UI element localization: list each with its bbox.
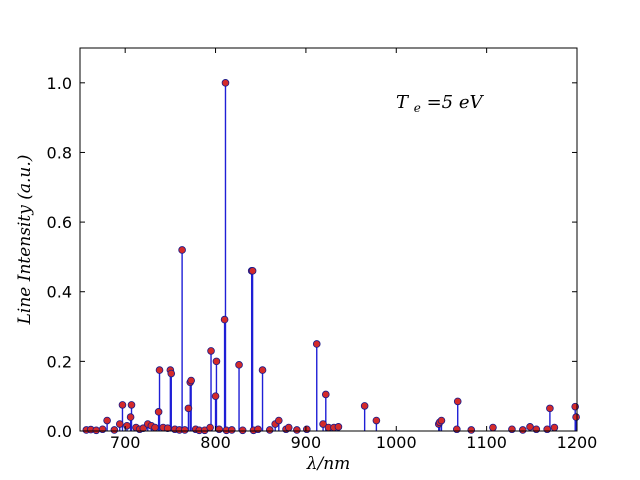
markers-layer: [82, 79, 580, 435]
data-point: [235, 361, 243, 369]
data-point: [187, 376, 195, 385]
data-point: [221, 79, 230, 87]
data-point: [215, 425, 223, 434]
data-point: [212, 357, 221, 366]
data-point: [238, 426, 247, 435]
data-point: [453, 397, 462, 406]
data-point: [532, 425, 541, 434]
data-point: [110, 426, 119, 434]
data-point: [103, 416, 111, 425]
data-point: [92, 426, 101, 435]
data-point: [127, 401, 136, 409]
data-point: [163, 424, 172, 433]
data-point: [526, 423, 534, 431]
data-point: [211, 392, 220, 400]
annotation-symbol: T: [396, 92, 410, 113]
annotation-value: =5 eV: [427, 92, 485, 113]
x-tick-label: 1100: [466, 433, 507, 452]
x-tick-label: 800: [200, 433, 231, 452]
x-axis: 700 800 900 1000 1100 1200: [110, 48, 597, 452]
data-point: [115, 420, 124, 428]
data-point: [518, 426, 527, 434]
data-point: [284, 423, 293, 432]
x-tick-label: 1200: [557, 433, 598, 452]
data-point: [207, 347, 215, 355]
data-point: [321, 390, 330, 399]
data-point: [184, 404, 193, 413]
data-point: [372, 416, 381, 425]
data-point: [293, 426, 301, 434]
data-point: [151, 423, 159, 432]
data-point: [154, 408, 163, 416]
annotation-subscript: e: [414, 101, 421, 115]
data-point: [181, 426, 189, 434]
data-point: [274, 416, 283, 425]
data-point: [453, 425, 461, 434]
data-point: [437, 416, 446, 425]
data-point: [126, 413, 135, 421]
y-tick-label: 0.8: [47, 143, 72, 162]
data-point: [360, 402, 369, 410]
data-point: [228, 426, 236, 434]
electron-temperature-annotation: T e =5 eV: [396, 92, 485, 117]
data-point: [206, 423, 214, 432]
data-point: [248, 267, 257, 275]
stems-layer: [85, 82, 577, 431]
x-tick-label: 900: [291, 433, 322, 452]
data-point: [258, 366, 267, 374]
x-tick-label: 1000: [376, 433, 417, 452]
y-axis-label: Line Intensity (a.u.): [15, 155, 35, 326]
y-tick-label: 0.0: [47, 422, 72, 441]
data-point: [167, 369, 176, 378]
y-tick-label: 0.4: [47, 283, 72, 302]
data-point: [312, 340, 321, 348]
data-point: [572, 413, 580, 421]
y-tick-label: 0.2: [47, 352, 72, 371]
y-axis: 0.0 0.2 0.4 0.6 0.8 1.0: [47, 74, 577, 441]
data-point: [571, 402, 579, 411]
data-point: [178, 246, 186, 254]
data-point: [220, 315, 229, 324]
data-point: [98, 425, 107, 434]
data-point: [303, 425, 311, 434]
data-point: [543, 425, 551, 434]
data-point: [118, 401, 127, 409]
plot-frame: [79, 47, 578, 432]
data-point: [265, 426, 274, 434]
y-tick-label: 0.6: [47, 213, 72, 232]
x-tick-label: 700: [110, 433, 141, 452]
data-point: [489, 423, 497, 432]
data-point: [155, 366, 164, 374]
y-tick-label: 1.0: [47, 74, 72, 93]
data-point: [546, 404, 554, 413]
data-point: [319, 420, 327, 428]
data-point: [334, 423, 343, 431]
data-point: [550, 423, 559, 432]
data-point: [123, 421, 131, 430]
data-point: [254, 425, 262, 434]
x-axis-label: λ/nm: [306, 454, 351, 474]
data-point: [467, 426, 476, 434]
data-point: [508, 425, 516, 434]
